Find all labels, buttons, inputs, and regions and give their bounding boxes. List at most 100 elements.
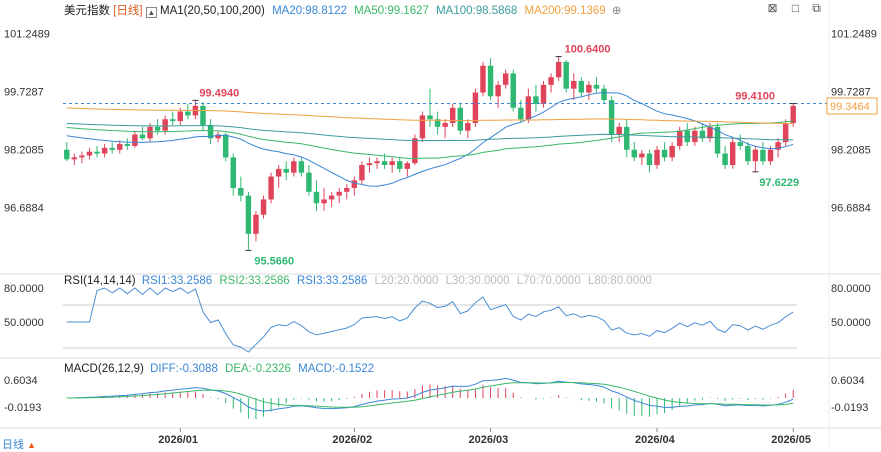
restore-icon[interactable]: ⧉: [812, 1, 821, 15]
ma200-label: MA200:99.1369: [524, 5, 606, 17]
bottom-period[interactable]: 日线 ▲: [2, 436, 36, 452]
candle: [707, 126, 713, 139]
candle: [745, 145, 751, 162]
ma20-line: [66, 92, 794, 187]
candle: [427, 115, 433, 120]
candle: [548, 77, 554, 85]
rsi-tick-left: 80.0000: [4, 283, 44, 295]
settings-icon[interactable]: ⊕: [611, 5, 622, 17]
candle: [374, 161, 380, 164]
candle: [616, 126, 622, 135]
candle: [487, 65, 494, 97]
candle: [419, 115, 426, 139]
candle: [124, 144, 131, 146]
close-icon[interactable]: ⊠: [767, 1, 778, 15]
candle: [533, 96, 539, 104]
candle: [631, 149, 638, 158]
candle: [366, 163, 373, 166]
candle: [132, 134, 138, 146]
annotation-label: 95.5660: [254, 255, 294, 267]
current-price-label: 99.3464: [830, 101, 870, 113]
candle: [563, 61, 569, 89]
ma100-label: MA100:98.5868: [436, 5, 518, 17]
macd-header: MACD(26,12,9) DIFF:-0.3088 DEA:-0.2326 M…: [64, 363, 374, 375]
candle: [64, 149, 70, 160]
l70-label: L70:70.0000: [516, 275, 581, 287]
candle: [101, 147, 108, 154]
candle: [336, 191, 342, 196]
candle: [177, 111, 184, 122]
candle: [495, 84, 501, 97]
rsi3-label: RSI3:33.2586: [296, 275, 368, 287]
x-tick-label: 2026/01: [158, 434, 198, 446]
ma100-line: [66, 122, 794, 142]
candle: [185, 111, 191, 116]
candle: [344, 187, 350, 192]
candle: [502, 73, 509, 85]
annotation-label: 99.4100: [735, 91, 775, 103]
candle: [639, 153, 645, 158]
candle: [760, 149, 766, 162]
candle: [593, 84, 600, 89]
candle: [79, 155, 85, 158]
candle: [147, 126, 153, 139]
candle: [222, 134, 229, 158]
macd-tick-left: -0.0193: [4, 402, 41, 414]
ma50-label: MA50:99.1627: [354, 5, 429, 17]
maximize-icon[interactable]: □: [791, 1, 800, 15]
annotation-label: 100.6400: [565, 44, 611, 56]
candle: [729, 142, 736, 166]
candle: [291, 161, 297, 173]
candle: [207, 124, 214, 139]
candle: [412, 138, 418, 164]
rsi-tick-right: 50.0000: [831, 317, 871, 329]
price-tick-left: 96.6884: [4, 203, 44, 215]
x-tick-label: 2026/05: [771, 434, 811, 446]
candle: [480, 65, 486, 93]
dif-line: [66, 377, 794, 412]
dif-label: DIFF:-0.3088: [150, 363, 218, 375]
candle: [472, 92, 479, 124]
candle: [268, 176, 274, 200]
candle: [71, 157, 78, 160]
candle: [465, 123, 471, 131]
candle: [775, 142, 781, 150]
candle: [328, 195, 335, 200]
bottom-period-label: 日线: [2, 439, 24, 451]
l30-label: L30:30.0000: [445, 275, 510, 287]
rsi1-label: RSI1:33.2586: [141, 275, 213, 287]
chart-header: 美元指数 [日线] ▲ MA1(20,50,100,200) MA20:98.8…: [64, 2, 622, 18]
dea-line: [66, 382, 794, 408]
candle: [434, 119, 441, 127]
price-tick-right: 98.2085: [831, 144, 871, 156]
macd-tick-left: 0.6034: [4, 375, 38, 387]
candle: [661, 149, 668, 158]
candle: [790, 105, 796, 124]
candle: [578, 81, 585, 93]
candle: [586, 84, 592, 93]
candle: [669, 145, 675, 158]
candle: [169, 119, 176, 122]
ma20-label: MA20:98.8122: [272, 5, 347, 17]
candle: [306, 172, 312, 192]
candle: [457, 107, 463, 131]
candle: [608, 100, 615, 135]
x-tick-label: 2026/02: [332, 434, 372, 446]
period-label[interactable]: [日线]: [113, 5, 143, 17]
candle: [555, 61, 562, 78]
l20-label: L20:20.0000: [374, 275, 439, 287]
candle: [238, 187, 244, 196]
collapse-icon[interactable]: ▲: [145, 7, 157, 18]
candle: [654, 149, 660, 166]
ma-label: MA1(20,50,100,200): [160, 5, 265, 17]
macd-label: MACD(26,12,9): [64, 363, 144, 375]
candle: [275, 168, 282, 177]
price-tick-left: 101.2489: [4, 28, 50, 40]
candle: [313, 191, 320, 204]
macd-value-label: MACD:-0.1522: [298, 363, 375, 375]
candle: [260, 199, 267, 215]
x-tick-label: 2026/03: [469, 434, 509, 446]
candle: [525, 96, 532, 120]
rsi-header: RSI(14,14,14) RSI1:33.2586 RSI2:33.2586 …: [64, 275, 652, 287]
candle: [571, 81, 577, 89]
